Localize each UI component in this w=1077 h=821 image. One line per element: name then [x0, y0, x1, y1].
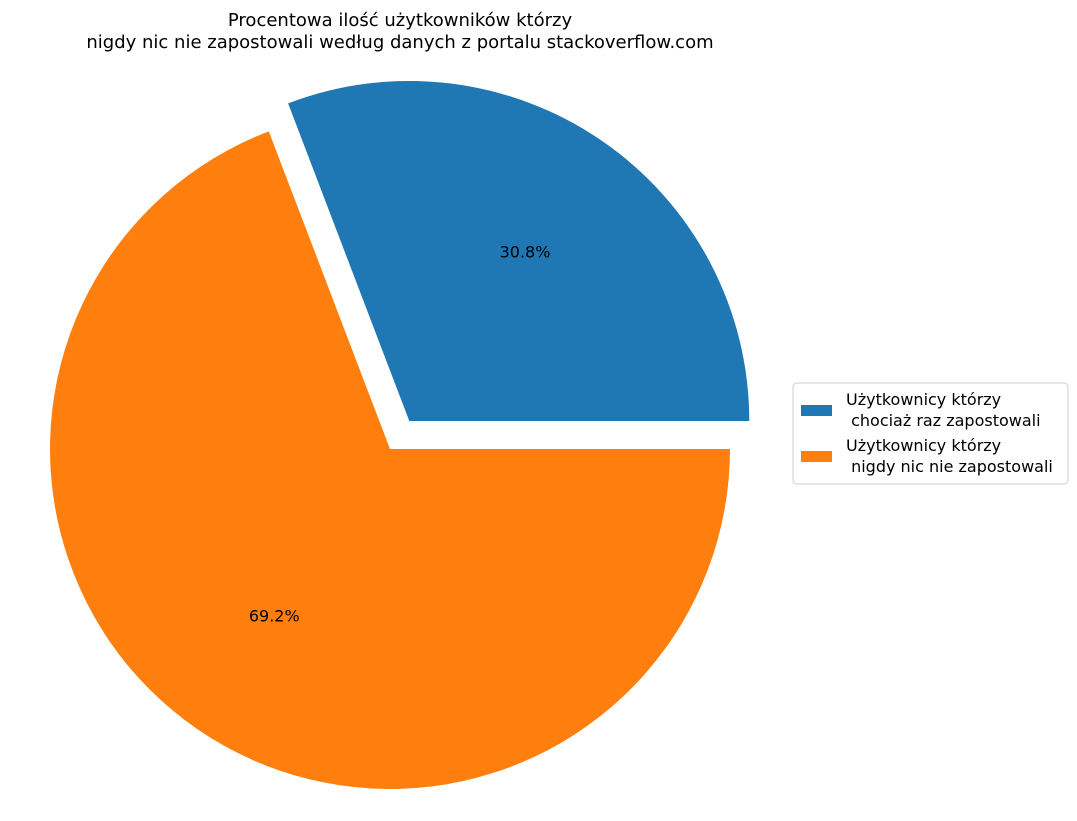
pie-percent-labels: 30.8% 69.2% — [249, 242, 551, 625]
chart-title: Procentowa ilość użytkowników którzy nigd… — [86, 10, 713, 53]
pie-slice-2-percent-label: 69.2% — [249, 607, 300, 626]
legend-label-2: Użytkownicy którzy nigdy nic nie zaposto… — [846, 436, 1053, 476]
legend-swatch-2 — [801, 451, 832, 462]
legend-frame — [792, 382, 1069, 485]
pie-slice-2 — [50, 131, 731, 790]
pie-slices — [50, 80, 750, 790]
legend: Użytkownicy którzy chociaż raz zapostowa… — [792, 382, 1069, 485]
pie-slice-1 — [288, 80, 750, 421]
pie-slice-1-percent-label: 30.8% — [500, 242, 551, 261]
legend-label-1: Użytkownicy którzy chociaż raz zapostowa… — [846, 390, 1041, 430]
chart-title-text: Procentowa ilość użytkowników którzy nigd… — [86, 10, 713, 53]
legend-swatch-1 — [801, 405, 832, 416]
